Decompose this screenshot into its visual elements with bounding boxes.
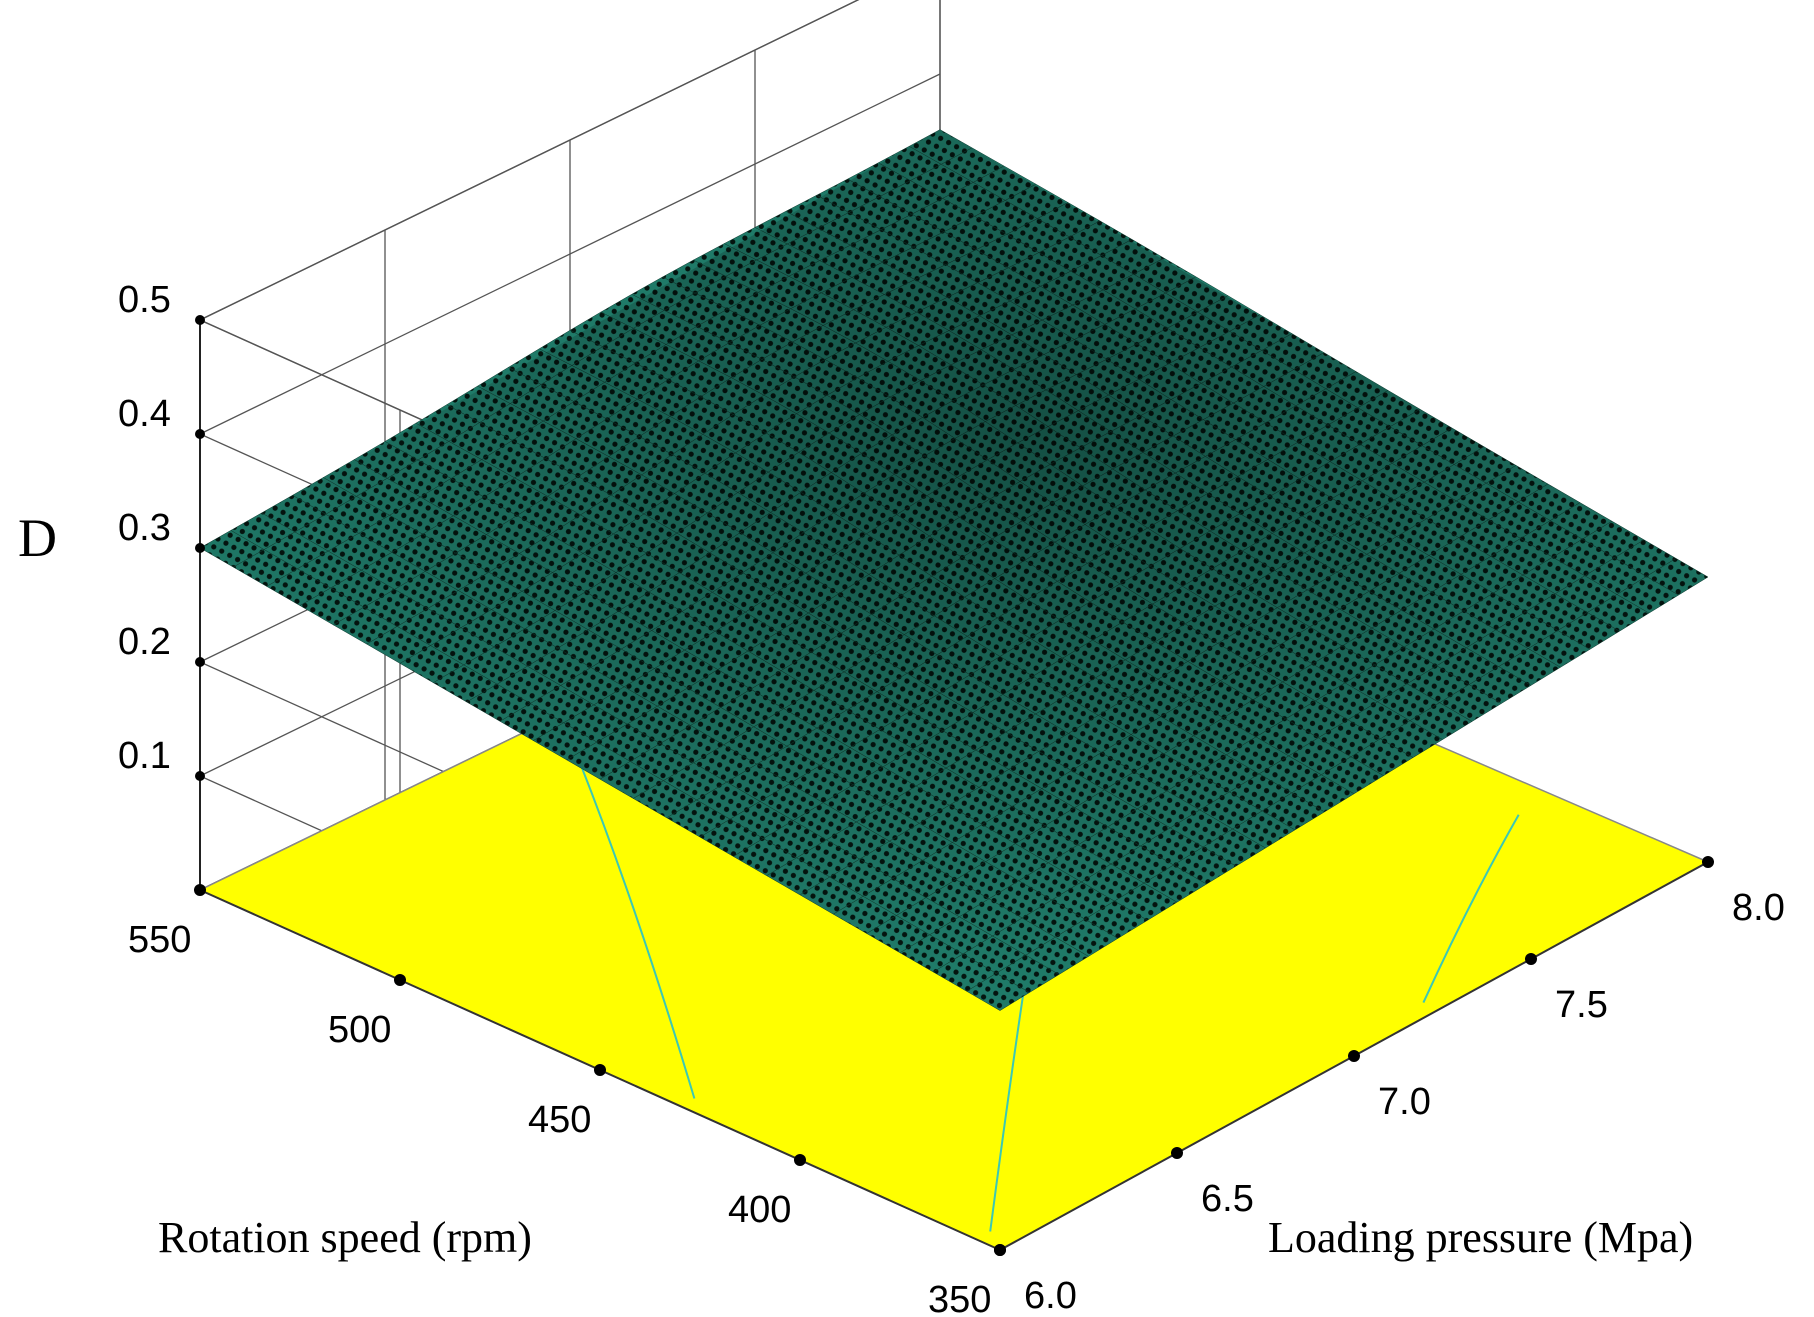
x-tick-label: 550: [128, 919, 191, 961]
z-tick-mark: [195, 543, 205, 553]
contour-line: [1422, 814, 1520, 1004]
surface-shade: [200, 129, 1708, 1011]
y-tick-mark: [1525, 953, 1537, 965]
y-tick-label: 7.0: [1378, 1081, 1431, 1123]
tick-labels: 350 400 450 500 550 6.0 6.5 7.0 7.5 8.0 0.1 0.2 0.3 0…: [118, 279, 1785, 1317]
x-tick-label: 500: [328, 1009, 391, 1051]
axes: [194, 315, 1714, 1256]
x-tick-label: 450: [528, 1099, 591, 1141]
x-tick-mark: [594, 1064, 606, 1076]
x-tick-mark: [794, 1154, 806, 1166]
y-tick-label: 6.0: [1024, 1275, 1077, 1317]
x-tick-mark: [194, 884, 206, 896]
z-tick-label: 0.4: [118, 393, 171, 435]
y-tick-mark: [1171, 1147, 1183, 1159]
x-tick-label: 350: [928, 1279, 991, 1317]
y-tick-label: 7.5: [1555, 984, 1608, 1026]
x-tick-mark: [394, 974, 406, 986]
z-tick-mark: [195, 315, 205, 325]
y-tick-mark: [994, 1244, 1006, 1256]
z-tick-label: 0.2: [118, 621, 171, 663]
z-tick-label: 0.5: [118, 279, 171, 321]
x-axis-title: Rotation speed (rpm): [158, 1213, 532, 1262]
x-tick-label: 400: [728, 1189, 791, 1231]
response-surface: [199, 129, 1709, 1011]
z-tick-mark: [195, 429, 205, 439]
z-tick-mark: [195, 657, 205, 667]
y-axis-title: Loading pressure (Mpa): [1268, 1213, 1693, 1262]
z-tick-mark: [195, 771, 205, 781]
z-tick-label: 0.3: [118, 507, 171, 549]
y-tick-label: 8.0: [1732, 887, 1785, 929]
y-tick-mark: [1348, 1050, 1360, 1062]
y-tick-mark: [1702, 856, 1714, 868]
z-tick-label: 0.1: [118, 735, 171, 777]
y-tick-label: 6.5: [1201, 1178, 1254, 1220]
z-axis-title: D: [18, 508, 57, 568]
